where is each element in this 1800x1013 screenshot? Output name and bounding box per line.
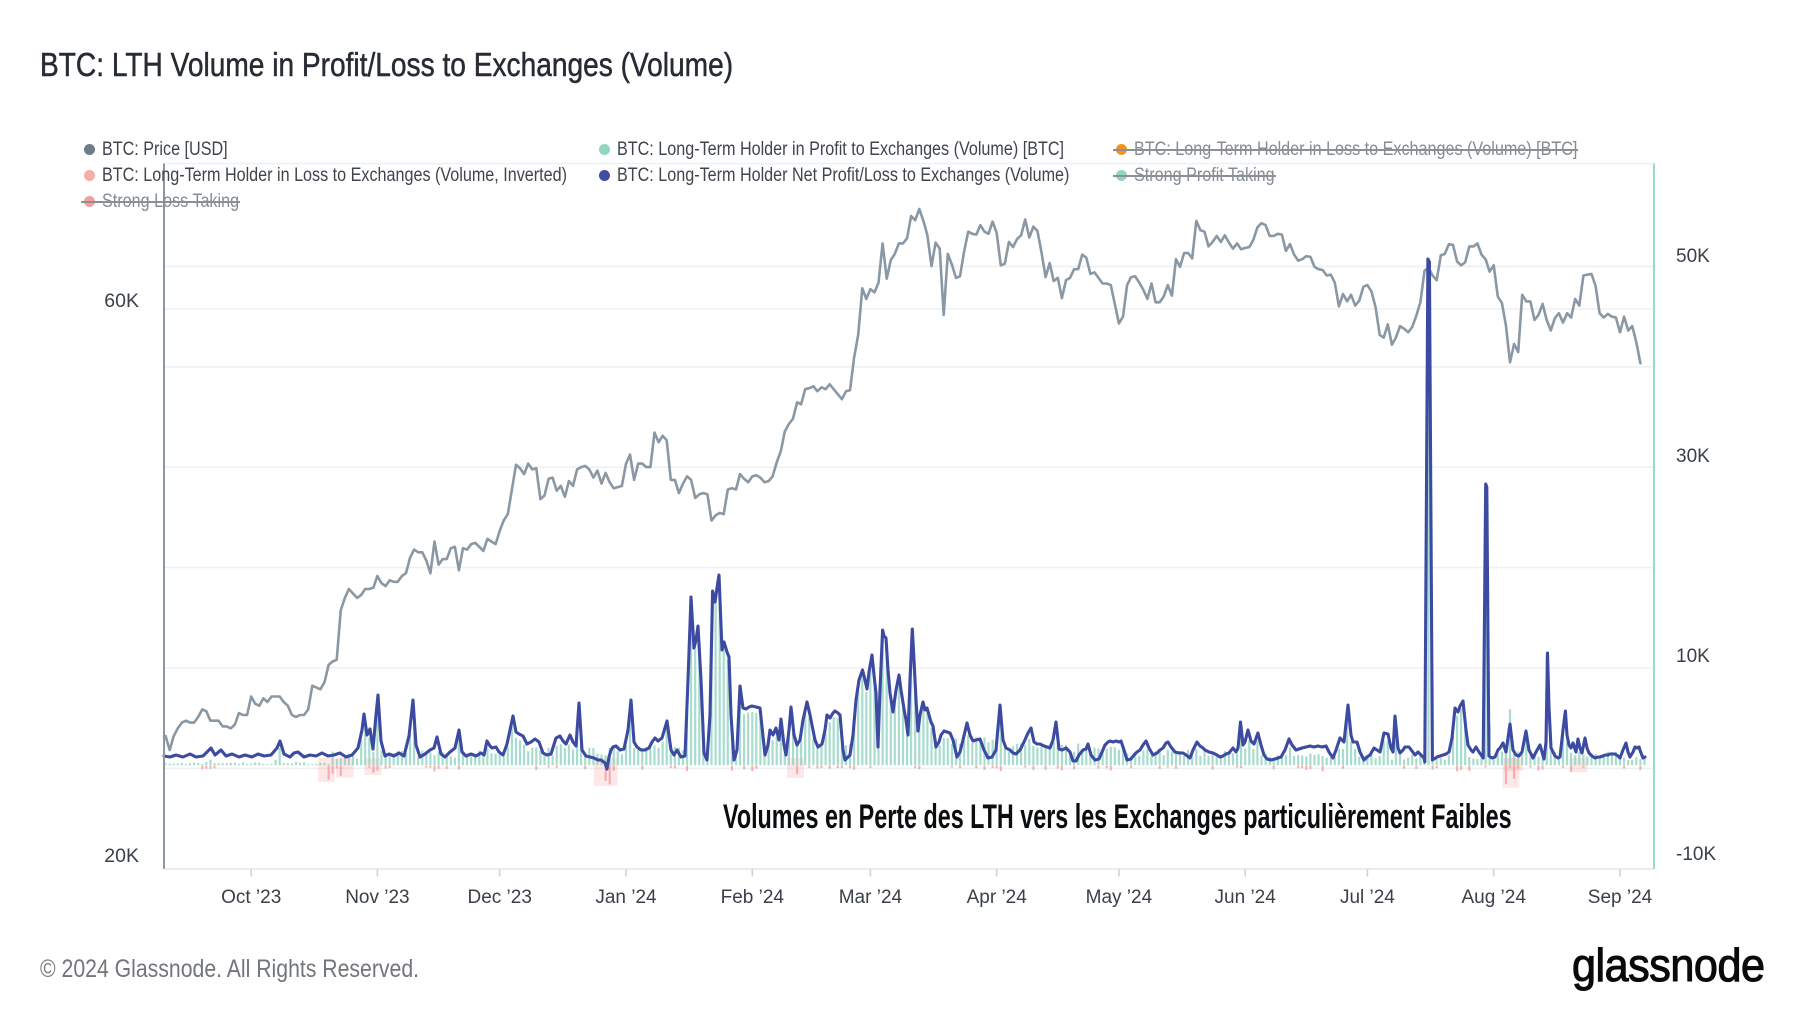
svg-text:Aug ’24: Aug ’24 xyxy=(1461,887,1526,908)
svg-text:Nov ’23: Nov ’23 xyxy=(345,887,409,908)
svg-text:-10K: -10K xyxy=(1676,844,1716,865)
svg-text:May ’24: May ’24 xyxy=(1086,887,1153,908)
svg-text:Apr ’24: Apr ’24 xyxy=(967,887,1028,908)
svg-text:Oct ’23: Oct ’23 xyxy=(221,887,281,908)
svg-text:Jan ’24: Jan ’24 xyxy=(595,887,657,908)
svg-text:20K: 20K xyxy=(104,845,139,867)
svg-text:Jun ’24: Jun ’24 xyxy=(1215,887,1277,908)
svg-text:Feb ’24: Feb ’24 xyxy=(721,887,785,908)
svg-text:Mar ’24: Mar ’24 xyxy=(839,887,903,908)
svg-text:10K: 10K xyxy=(1676,646,1710,667)
svg-text:Jul ’24: Jul ’24 xyxy=(1340,887,1395,908)
svg-text:30K: 30K xyxy=(1676,446,1710,467)
svg-text:Sep ’24: Sep ’24 xyxy=(1588,887,1653,908)
svg-text:60K: 60K xyxy=(104,290,139,312)
svg-text:50K: 50K xyxy=(1676,246,1710,267)
svg-text:Dec ’23: Dec ’23 xyxy=(467,887,531,908)
